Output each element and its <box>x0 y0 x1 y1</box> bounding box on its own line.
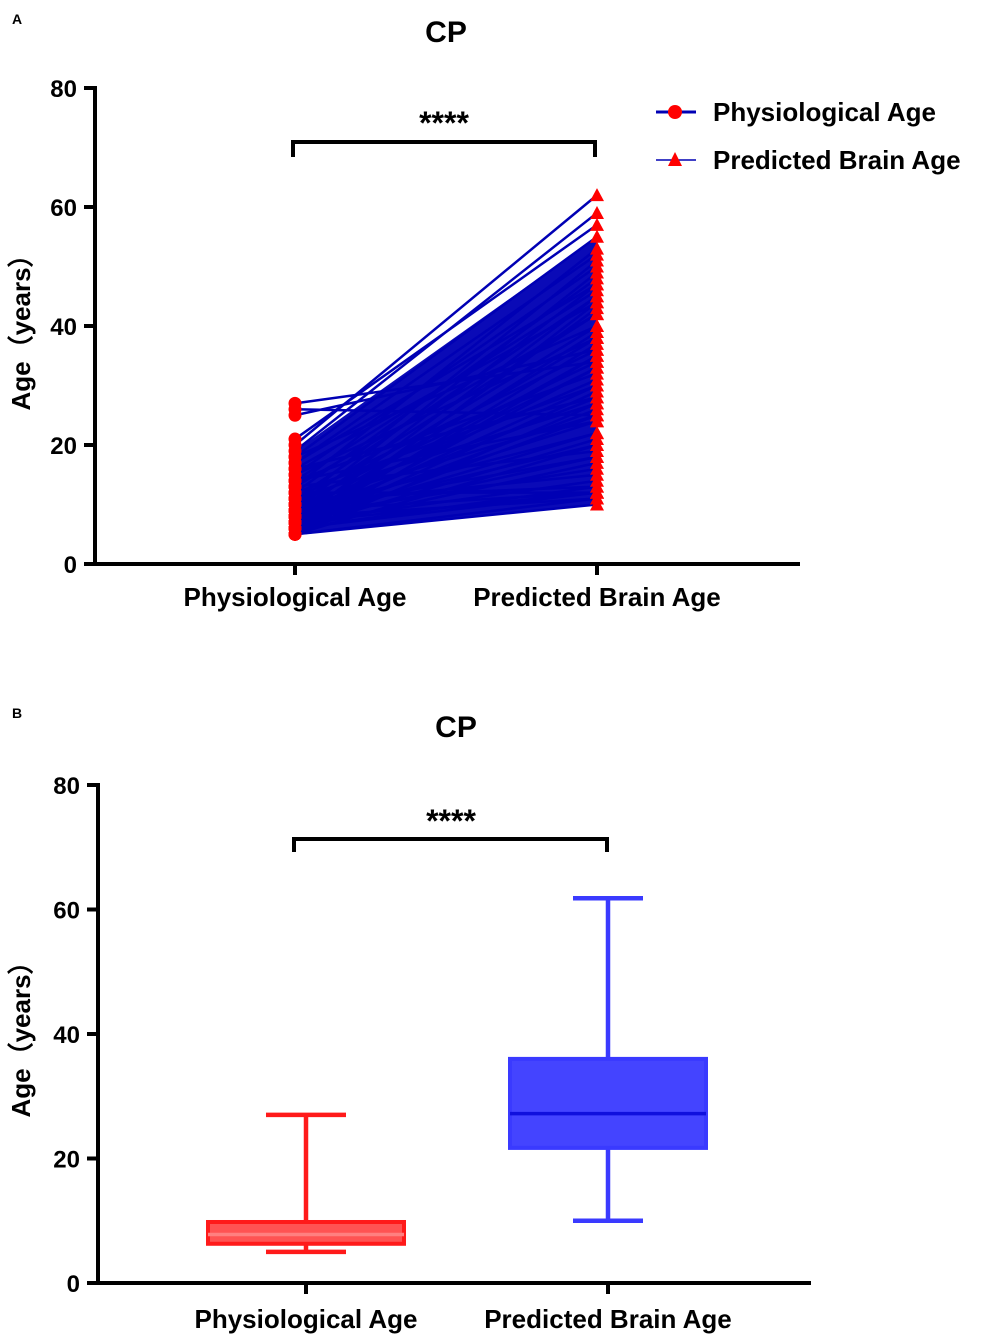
x-tick-label: Physiological Age <box>184 582 407 612</box>
subject-pair-line <box>294 503 598 536</box>
y-tick-label: 40 <box>50 314 77 341</box>
subject-pair-line <box>294 336 598 476</box>
panel-b-label: B <box>12 705 22 721</box>
subject-pair-line <box>294 354 598 536</box>
y-tick-label: 20 <box>50 433 77 460</box>
physiological-age-point <box>288 474 302 488</box>
x-tick-label: Predicted Brain Age <box>484 1304 732 1334</box>
y-tick-label: 0 <box>64 552 77 579</box>
x-tick-label: Physiological Age <box>195 1304 418 1334</box>
y-tick-label: 20 <box>53 1147 80 1174</box>
legend-entry-physiological-age: Physiological Age <box>656 97 936 127</box>
predicted-brain-age-point <box>590 295 604 309</box>
predicted-brain-age-point <box>590 443 604 457</box>
panel-b-x-ticks: Physiological Age Predicted Brain Age <box>195 1283 732 1334</box>
subject-pair-line <box>294 396 598 471</box>
predicted-brain-age-point <box>590 217 604 231</box>
iqr-box <box>508 1056 708 1150</box>
y-tick-label: 80 <box>50 76 77 103</box>
y-tick-label: 40 <box>53 1022 80 1049</box>
predicted-brain-age-point <box>590 265 604 279</box>
panel-b-y-ticks: 0 20 40 60 80 <box>53 773 98 1298</box>
subject-pair-line <box>294 485 598 500</box>
subject-pair-line <box>294 259 598 506</box>
legend-entry-predicted-brain-age: Predicted Brain Age <box>656 145 961 175</box>
legend-label-predicted: Predicted Brain Age <box>713 145 961 175</box>
subject-pair-line <box>294 194 598 446</box>
subject-pair-line <box>294 449 598 488</box>
y-tick-label: 0 <box>67 1271 80 1298</box>
subject-pair-line <box>294 235 598 458</box>
subject-pair-line <box>294 283 598 518</box>
legend-label-physiological: Physiological Age <box>713 97 936 127</box>
predicted-brain-age-point <box>590 205 604 219</box>
panel-b-significance-stars: **** <box>426 803 476 839</box>
panel-a-legend: Physiological Age Predicted Brain Age <box>656 97 961 175</box>
physiological-age-point <box>288 515 302 529</box>
panel-b-title: CP <box>435 711 477 744</box>
subject-pair-line <box>294 414 598 530</box>
box-predicted-brain-age <box>508 896 708 1223</box>
panel-a-significance-stars: **** <box>419 105 469 141</box>
panel-a-significance-bracket <box>291 140 597 157</box>
subject-pair-line <box>294 247 598 488</box>
predicted-brain-age-point <box>590 324 604 338</box>
legend-triangle-marker <box>668 152 682 166</box>
subject-pair-line <box>294 295 598 524</box>
subject-pair-line <box>294 491 598 512</box>
subject-pair-line <box>294 211 598 452</box>
legend-circle-marker <box>668 105 682 119</box>
predicted-brain-age-point <box>590 485 604 499</box>
y-tick-label: 60 <box>50 195 77 222</box>
panel-a-physiological-markers <box>288 396 302 541</box>
predicted-brain-age-point <box>590 414 604 428</box>
y-tick-label: 60 <box>53 898 80 925</box>
predicted-brain-age-point <box>590 467 604 481</box>
box-physiological-age <box>206 1112 406 1255</box>
predicted-brain-age-point <box>590 188 604 202</box>
subject-pair-line <box>294 473 598 506</box>
predicted-brain-age-point <box>590 390 604 404</box>
physiological-age-point <box>288 462 302 476</box>
predicted-brain-age-point <box>590 455 604 469</box>
panel-a-y-ticks: 0 20 40 60 80 <box>50 76 95 579</box>
predicted-brain-age-point <box>590 277 604 291</box>
predicted-brain-age-point <box>590 241 604 255</box>
predicted-brain-age-point <box>590 229 604 243</box>
subject-pair-line <box>294 491 598 524</box>
panel-a-y-axis-label: Age（years） <box>6 241 36 410</box>
panel-a-label: A <box>12 11 22 27</box>
subject-pair-line <box>294 366 598 530</box>
y-tick-label: 80 <box>53 773 80 800</box>
panel-a: A CP Age（years） 0 20 40 60 80 Physiological … <box>6 11 961 612</box>
predicted-brain-age-point <box>590 336 604 350</box>
predicted-brain-age-point <box>590 348 604 362</box>
panel-b-boxes <box>206 896 708 1255</box>
subject-pair-line <box>294 419 598 482</box>
predicted-brain-age-point <box>590 360 604 374</box>
panel-a-x-ticks: Physiological Age Predicted Brain Age <box>184 564 721 612</box>
predicted-brain-age-point <box>590 253 604 267</box>
physiological-age-point <box>288 408 302 422</box>
panel-b: B CP Age（years） 0 20 40 60 80 Physiological … <box>6 705 811 1334</box>
panel-a-predicted-markers <box>590 188 604 511</box>
x-tick-label: Predicted Brain Age <box>473 582 721 612</box>
panel-b-y-axis-label: Age（years） <box>6 948 36 1117</box>
panel-a-title: CP <box>425 16 467 49</box>
panel-a-pair-lines <box>294 194 598 536</box>
panel-b-significance-bracket <box>292 837 609 852</box>
